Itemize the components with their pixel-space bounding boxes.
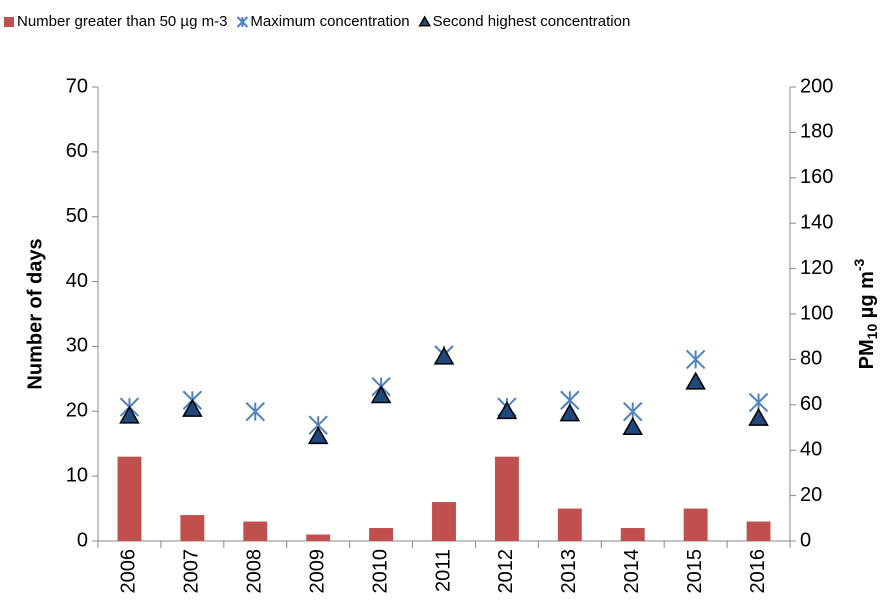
legend-swatch [418,15,431,27]
bar [369,528,394,541]
point [685,349,706,370]
bar [620,528,645,541]
legend: Number greater than 50 µg m-3 Maximum con… [4,13,630,30]
x-tick-label: 2007 [181,549,203,594]
bar [306,534,331,541]
y2-tick-label: 20 [800,484,822,506]
y2-tick-label: 160 [800,166,833,188]
y2-tick-label: 100 [800,302,833,324]
y-tick-label: 50 [66,205,88,227]
x-tick-label: 2010 [369,549,391,594]
y2-tick-label: 140 [800,211,833,233]
point [245,401,265,422]
y2-tick-label: 180 [800,121,833,143]
x-tick-label: 2008 [244,549,266,594]
x-tick-label: 2006 [118,549,140,594]
x-tick-label: 2009 [306,549,328,594]
x-tick-label: 2014 [621,549,643,594]
bar [494,456,519,541]
y2-tick-label: 40 [800,438,822,460]
point [370,385,392,404]
bar [557,508,582,541]
point [748,407,769,426]
bar [432,502,456,541]
point [496,401,518,420]
point [119,405,140,424]
y2-title-sub: 10 [864,324,880,340]
legend-swatch [236,16,249,28]
x-tick-label: 2011 [432,549,454,592]
bar [117,456,142,541]
y-tick-label: 10 [66,464,88,486]
y2-tick-label: 0 [800,529,811,551]
x-tick-label: 2016 [747,549,769,594]
bar [180,515,205,541]
y2-tick-label: 60 [800,393,822,415]
y-tick-label: 20 [66,400,88,422]
point [559,403,581,422]
y-tick-label: 40 [66,270,88,292]
legend-label: Second highest concentration [433,13,631,30]
x-tick-label: 2012 [495,549,517,594]
y-tick-label: 0 [77,529,88,551]
bar [683,508,708,541]
y-tick-label: 70 [66,75,88,97]
y2-tick-label: 200 [800,75,833,97]
legend-label: Maximum concentration [250,13,409,30]
legend-swatch [4,17,14,27]
point-stroke [245,401,265,422]
point [622,416,644,435]
x-tick-label: 2015 [684,549,706,594]
point [685,371,706,390]
y2-axis-title: PM10 µg m-3 [851,258,880,369]
bar [746,521,771,541]
y2-tick-label: 80 [800,348,822,370]
bar [243,521,268,541]
point [307,426,329,445]
y-tick-label: 30 [66,335,88,357]
x-tick-label: 2013 [558,549,580,594]
point [182,398,203,417]
y2-tick-label: 120 [800,257,833,279]
legend-swatch-stroke [236,16,249,28]
y2-title-main: PM [856,339,878,369]
y-tick-label: 60 [66,140,88,162]
point [433,346,455,365]
point-stroke [685,349,706,370]
legend-label: Number greater than 50 µg m-3 [17,13,227,30]
y2-title-unit: µg m [856,271,878,324]
y2-title-sup: -3 [851,258,867,271]
y-axis-title: Number of days [24,238,46,389]
